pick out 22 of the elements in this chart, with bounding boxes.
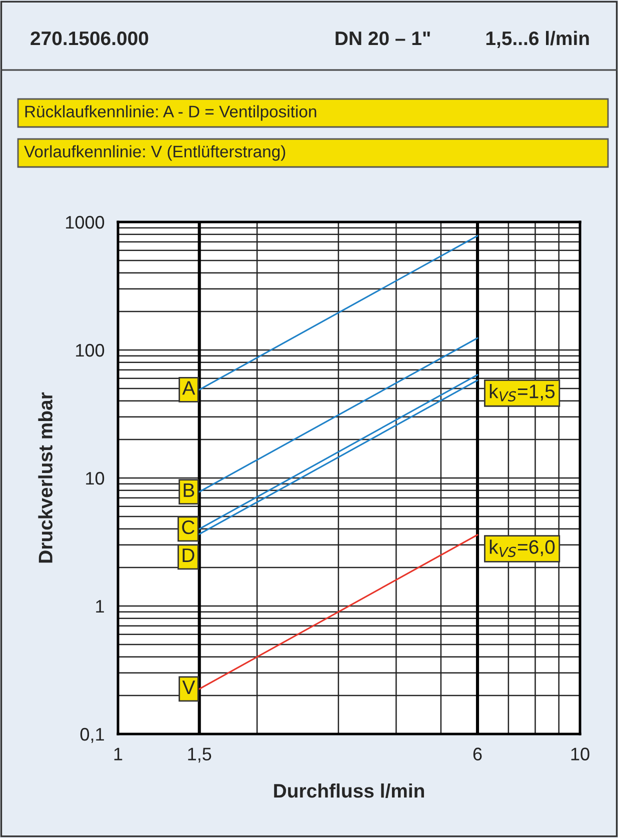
y-tick-label: 100 — [76, 344, 104, 357]
x-tick-label: 1,5 — [188, 748, 212, 763]
x-tick-label: 6 — [473, 748, 482, 760]
series-label: D — [182, 548, 194, 562]
series-label: V — [182, 680, 196, 694]
y-axis-title: Druckverlust mbar — [38, 392, 52, 563]
series-label: B — [184, 483, 194, 497]
chart-title: 270.1506.000 — [30, 31, 148, 46]
x-axis-title: Durchfluss l/min — [274, 783, 424, 798]
y-tick-label: 0,1 — [80, 728, 104, 743]
x-tick-label: 1 — [114, 748, 122, 760]
y-tick-label: 1 — [96, 600, 104, 613]
annotation: k$_{VS}$=1,5 — [490, 384, 555, 402]
series-label: C — [182, 520, 194, 534]
y-tick-label: 1000 — [66, 216, 104, 229]
series-label: A — [182, 381, 196, 395]
text: Rücklaufkennlinie: A - D = Ventilposition — [25, 105, 316, 121]
annotation: k$_{VS}$=6,0 — [490, 540, 555, 558]
y-tick-label: 10 — [86, 472, 104, 485]
x-tick-label: 10 — [571, 748, 590, 760]
text: Vorlaufkennlinie: V (Entlüfterstrang) — [24, 145, 286, 161]
chart-subtitle: DN 20 – 1" 1,5...6 l/min — [336, 30, 589, 48]
